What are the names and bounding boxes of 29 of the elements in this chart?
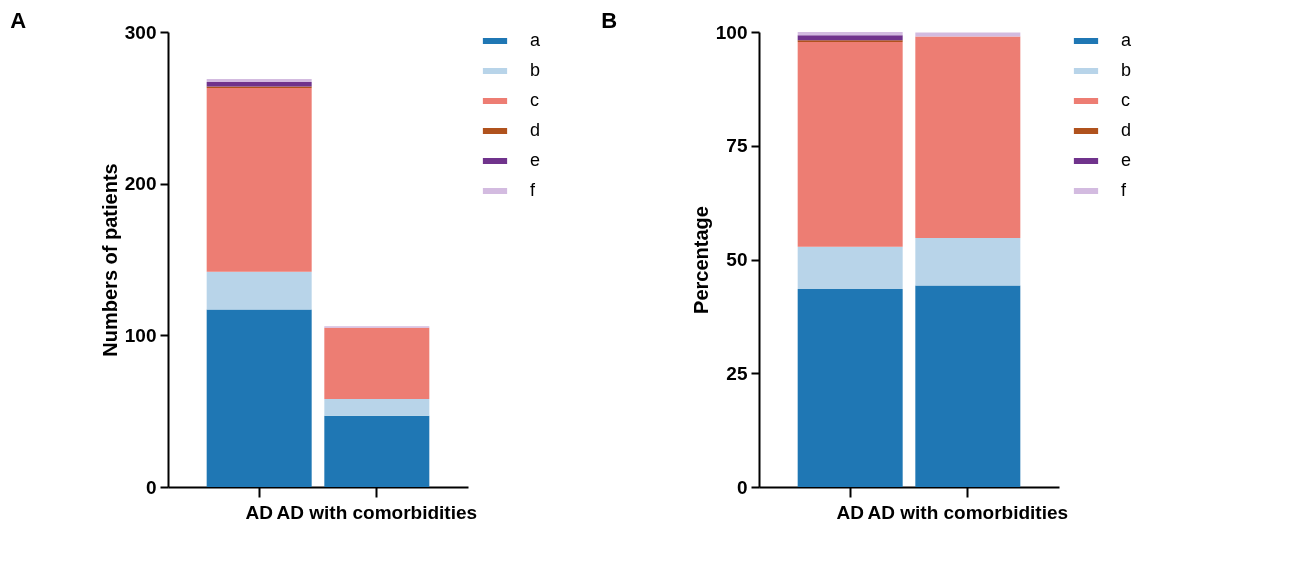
y-tick-label: 200 (124, 173, 157, 195)
x-tick-label: AD (836, 501, 864, 523)
y-axis-title: Numbers of patients (98, 163, 121, 357)
legend-label: c (530, 90, 539, 110)
x-tick-label: AD (245, 501, 273, 523)
x-tick-label: AD with comorbidities (276, 501, 478, 523)
legend-label: b (530, 60, 541, 80)
x-tick-label: AD with comorbidities (867, 501, 1069, 523)
y-tick-label: 300 (124, 21, 157, 43)
y-tick-label: 25 (726, 362, 748, 384)
legend-label: f (530, 180, 536, 200)
legend-label: b (1121, 60, 1132, 80)
legend-label: f (1121, 180, 1127, 200)
legend-label: a (1121, 30, 1132, 50)
legend-label: d (530, 120, 541, 140)
legend-label: a (530, 30, 541, 50)
legend-label: e (530, 150, 541, 170)
y-tick-label: 0 (145, 476, 157, 498)
chart-title: B (601, 8, 618, 33)
y-tick-label: 0 (736, 476, 748, 498)
y-tick-label: 100 (124, 324, 157, 346)
legend-label: c (1121, 90, 1130, 110)
legend-label: e (1121, 150, 1132, 170)
y-tick-label: 75 (726, 135, 748, 157)
y-tick-label: 100 (715, 21, 748, 43)
legend-label: d (1121, 120, 1132, 140)
y-axis-title: Percentage (689, 206, 712, 314)
y-tick-label: 50 (726, 249, 748, 270)
chart-title: A (10, 8, 27, 33)
